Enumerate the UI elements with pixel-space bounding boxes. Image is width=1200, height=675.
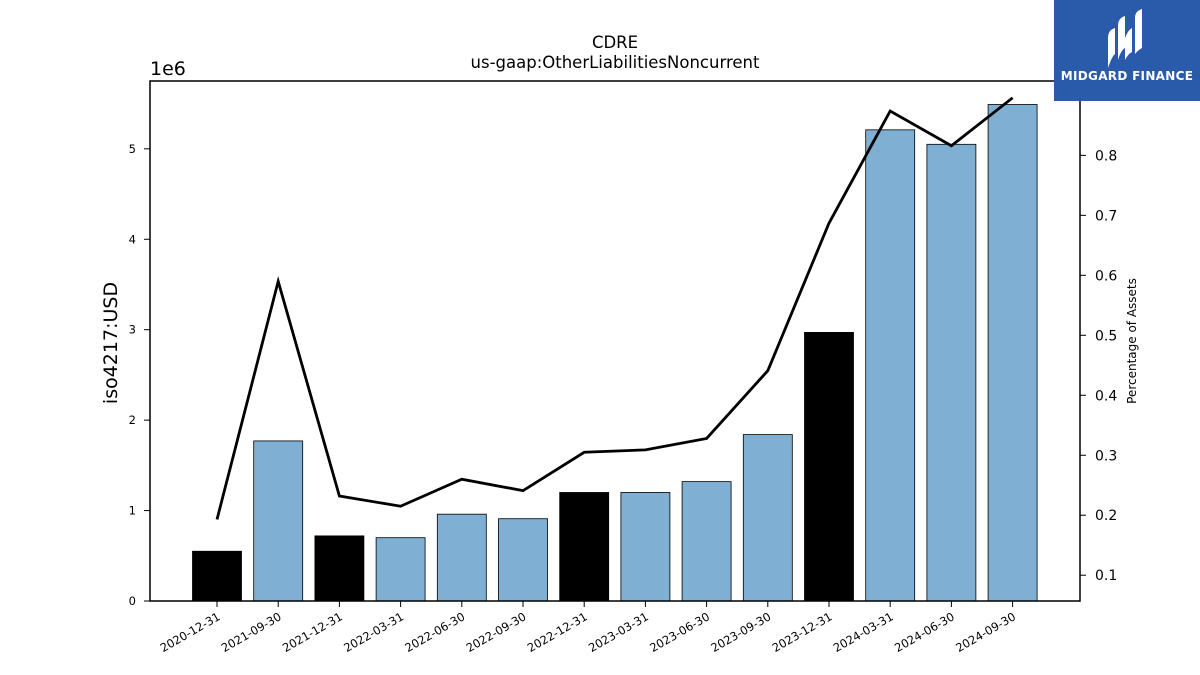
- bar: [498, 518, 548, 602]
- midgard-finance-logo: MIDGARD FINANCE: [1054, 0, 1200, 101]
- y2-tick-label: 0.4: [1095, 388, 1117, 404]
- x-tick-label: 2021-12-31: [280, 609, 345, 655]
- percentage-line: [215, 96, 1014, 520]
- bar: [436, 513, 487, 602]
- y2-axis-label: Percentage of Assets: [1125, 278, 1139, 404]
- bar: [375, 537, 426, 602]
- logo-text: MIDGARD FINANCE: [1060, 69, 1194, 83]
- y2-tick-label: 0.8: [1095, 148, 1117, 164]
- x-tick-label: 2022-03-31: [341, 609, 406, 655]
- bar: [559, 492, 610, 602]
- x-tick-label: 2023-09-30: [708, 609, 773, 655]
- y2-tick-label: 0.7: [1095, 208, 1117, 224]
- y-tick-label: 1: [129, 504, 136, 518]
- bar: [314, 535, 365, 602]
- bar: [865, 129, 916, 602]
- y2-tick-label: 0.5: [1095, 328, 1117, 344]
- x-tick-label: 2022-06-30: [402, 609, 467, 655]
- y-tick-label: 0: [129, 594, 136, 608]
- y-tick-label: 2: [129, 413, 136, 427]
- bar: [620, 492, 671, 602]
- x-tick-label: 2022-12-31: [525, 609, 590, 655]
- x-tick-label: 2022-09-30: [464, 609, 529, 655]
- x-tick-label: 2023-12-31: [770, 609, 835, 655]
- y2-tick-label: 0.3: [1095, 448, 1117, 464]
- bar: [926, 143, 977, 602]
- y2-tick-label: 0.1: [1095, 568, 1117, 584]
- y2-tick-label: 0.2: [1095, 508, 1117, 524]
- y2-tick-label: 0.6: [1095, 268, 1117, 284]
- logo-mark-icon: [1108, 9, 1142, 68]
- x-tick-label: 2021-09-30: [219, 609, 284, 655]
- y-tick-label: 4: [129, 232, 136, 246]
- bar: [987, 104, 1038, 602]
- chart-title: CDRE: [592, 33, 638, 52]
- x-tick-label: 2023-03-31: [586, 609, 651, 655]
- y-axis-label: iso4217:USD: [100, 282, 122, 404]
- bar: [253, 440, 304, 602]
- x-tick-label: 2023-06-30: [647, 609, 712, 655]
- x-tick-label: 2024-09-30: [953, 609, 1018, 655]
- bar: [192, 550, 242, 602]
- y-tick-label: 5: [129, 142, 136, 156]
- x-tick-label: 2020-12-31: [158, 609, 223, 655]
- y-tick-label: 3: [129, 323, 136, 337]
- bar: [742, 434, 793, 602]
- bar: [681, 481, 732, 602]
- y-offset-label: 1e6: [150, 58, 186, 80]
- x-tick-label: 2024-06-30: [892, 609, 957, 655]
- chart-subtitle: us-gaap:OtherLiabilitiesNoncurrent: [471, 53, 760, 72]
- x-tick-label: 2024-03-31: [831, 609, 896, 655]
- plot-area: 0123450.10.20.30.40.50.60.70.80.92020-12…: [129, 80, 1117, 655]
- plot-frame: [149, 80, 1081, 602]
- bar: [804, 332, 854, 602]
